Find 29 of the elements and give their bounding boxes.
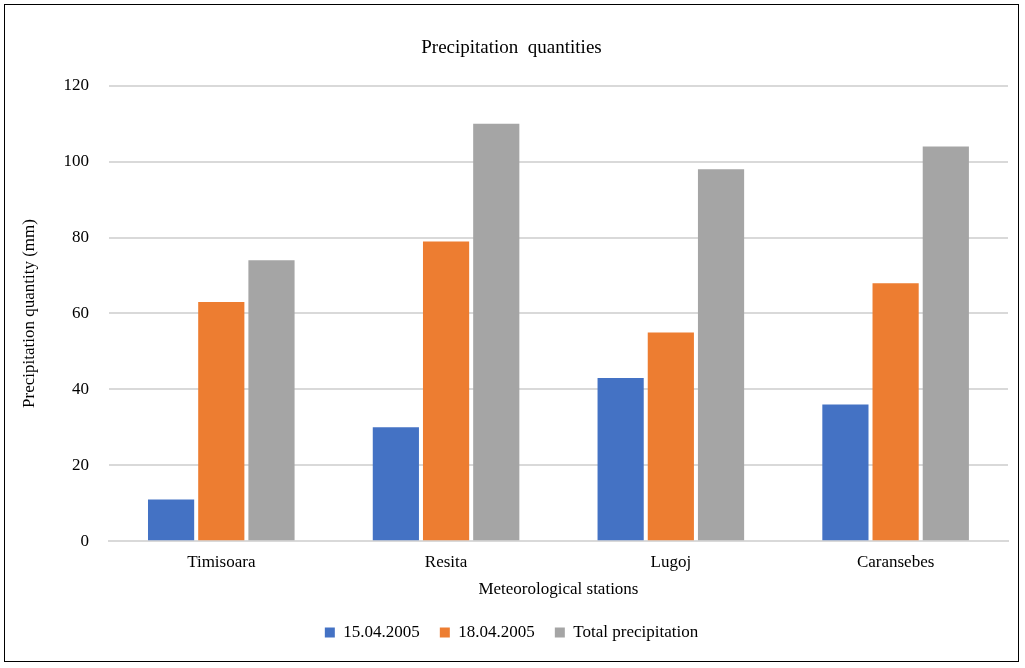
bar xyxy=(198,302,245,541)
bar xyxy=(922,146,969,541)
legend-label: 15.04.2005 xyxy=(343,621,420,641)
x-tick-label: Caransebes xyxy=(856,551,935,571)
y-axis-title: Precipitation quantity (mm) xyxy=(18,219,38,408)
legend-label: 18.04.2005 xyxy=(458,621,535,641)
bar xyxy=(597,378,644,541)
bar xyxy=(473,123,520,541)
chart-title: Precipitation quantities xyxy=(421,36,602,58)
bar xyxy=(697,169,745,541)
bar xyxy=(248,260,295,541)
y-tick-label: 40 xyxy=(71,378,89,398)
bar xyxy=(822,404,869,541)
bar xyxy=(372,427,419,541)
y-tick-label: 120 xyxy=(63,75,89,95)
y-tick-label: 80 xyxy=(71,227,89,247)
x-tick-label: Resita xyxy=(424,551,468,571)
y-tick-label: 100 xyxy=(63,151,89,171)
bar xyxy=(647,332,694,541)
bar xyxy=(148,499,195,541)
y-tick-label: 60 xyxy=(71,302,89,322)
bar xyxy=(422,241,470,541)
y-tick-label: 20 xyxy=(71,454,89,474)
x-tick-label: Timisoara xyxy=(187,551,256,571)
y-tick-label: 0 xyxy=(80,530,89,550)
x-axis-title: Meteorological stations xyxy=(478,579,639,599)
legend-label: Total precipitation xyxy=(573,621,699,641)
bar xyxy=(872,283,919,541)
x-tick-label: Lugoj xyxy=(650,551,692,571)
